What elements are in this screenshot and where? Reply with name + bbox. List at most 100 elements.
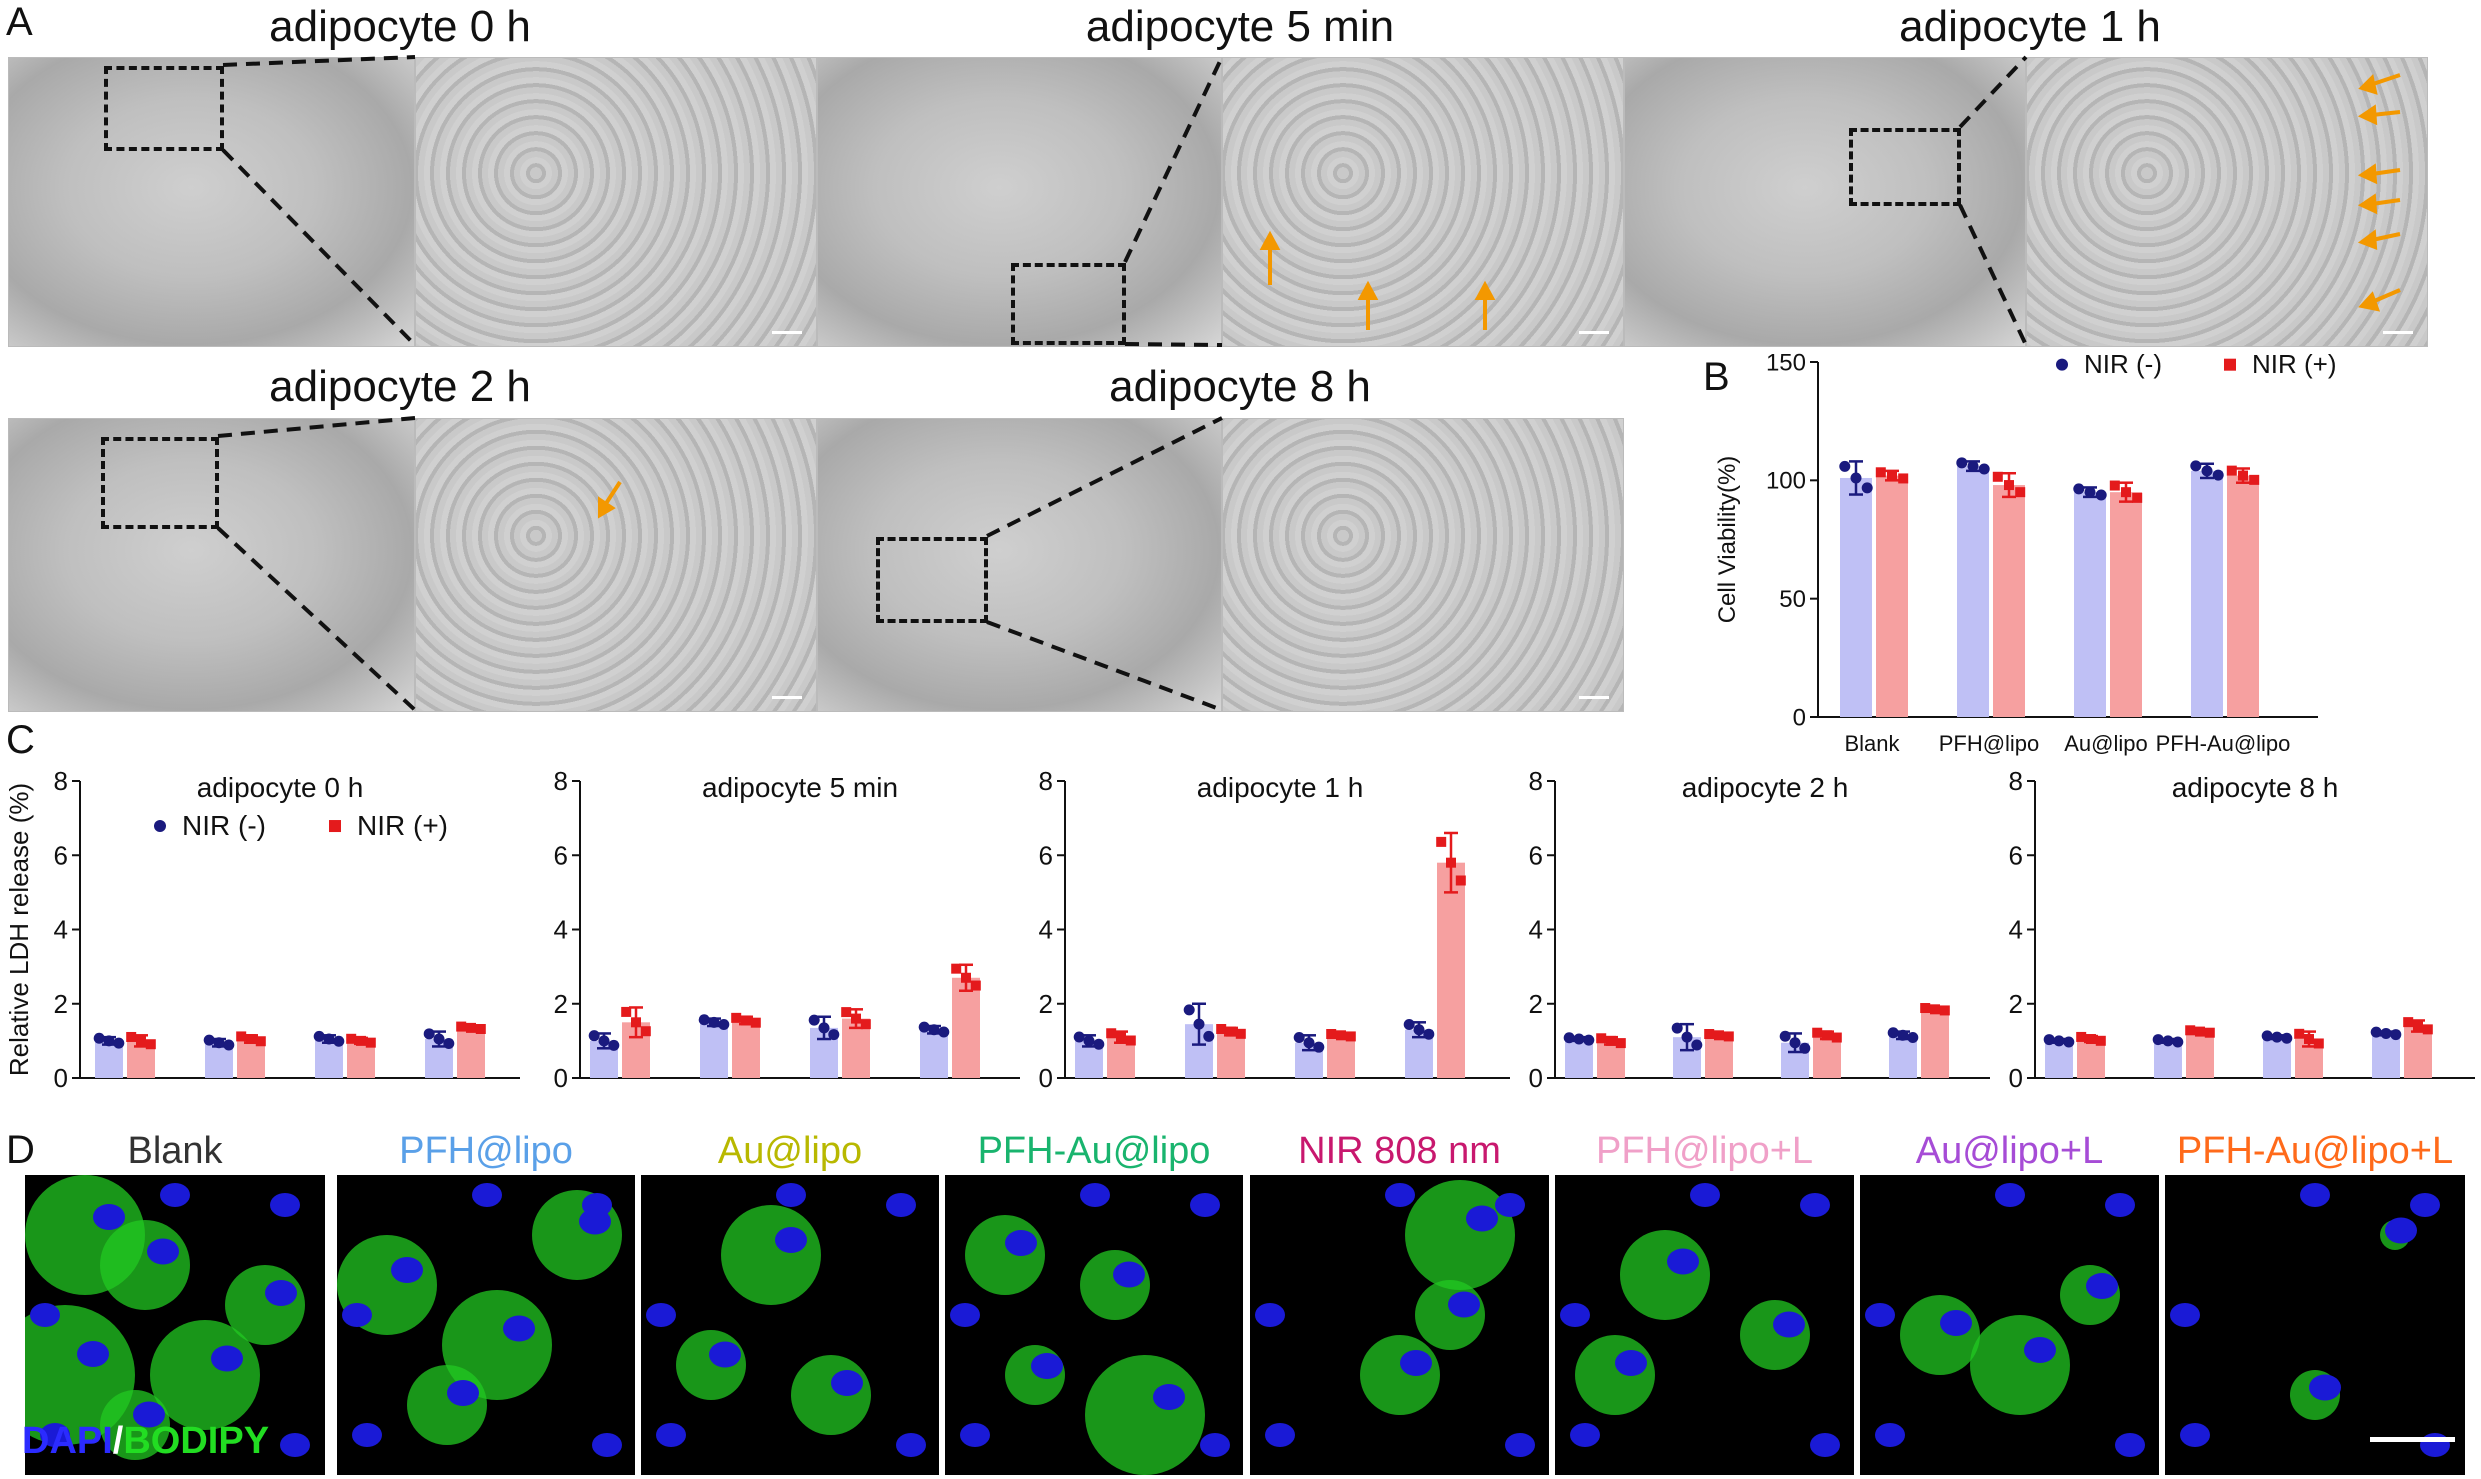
data-point	[1691, 1039, 1703, 1051]
data-point	[1714, 1030, 1724, 1041]
x-tick-label: PFH-Au@lipo	[2156, 731, 2291, 756]
nucleus	[342, 1303, 372, 1327]
x-tick-label: PFH@lipo	[1651, 1092, 1752, 1095]
data-point	[1563, 1032, 1575, 1044]
data-point	[1839, 460, 1851, 472]
data-point	[2201, 465, 2213, 477]
data-point	[1930, 1004, 1940, 1015]
data-point	[2162, 1035, 2174, 1047]
legend-label-neg: NIR (-)	[182, 810, 266, 841]
nucleus	[776, 1183, 806, 1207]
nucleus	[1080, 1183, 1110, 1207]
nucleus	[1940, 1310, 1972, 1336]
data-point	[1812, 1027, 1823, 1038]
data-point	[1779, 1030, 1791, 1042]
data-point	[126, 1031, 137, 1042]
x-tick-label: Au@lipo	[1767, 1092, 1851, 1095]
connector-line	[217, 416, 416, 438]
confocal-label-3: PFH-Au@lipo	[977, 1130, 1211, 1172]
bar	[2186, 1031, 2214, 1078]
y-tick-label: 4	[1039, 915, 1053, 945]
data-point	[1073, 1031, 1085, 1043]
data-point	[423, 1028, 435, 1040]
data-point	[113, 1037, 125, 1049]
confocal-label-6: Au@lipo+L	[1915, 1130, 2104, 1172]
data-point	[640, 1026, 651, 1037]
bar	[1840, 477, 1872, 717]
data-point	[2261, 1030, 2273, 1042]
data-point	[2084, 486, 2096, 498]
nucleus	[1615, 1350, 1647, 1376]
confocal-cells	[1560, 1183, 1840, 1457]
y-tick-label: 2	[1529, 989, 1543, 1019]
lipid-droplet-cluster	[1405, 1180, 1515, 1290]
y-tick-label: 6	[1529, 840, 1543, 870]
lipid-droplet-cluster	[1415, 1280, 1485, 1350]
y-tick-label: 100	[1766, 468, 1806, 495]
y-tick-label: 6	[1039, 840, 1053, 870]
data-point	[1093, 1038, 1105, 1050]
bar	[920, 1029, 948, 1078]
y-tick-label: 0	[1529, 1063, 1543, 1093]
lipid-droplet-cluster	[1740, 1300, 1810, 1370]
y-tick-label: 0	[2009, 1063, 2023, 1093]
data-point	[1887, 470, 1897, 481]
nucleus	[280, 1433, 310, 1457]
y-tick-label: 4	[554, 915, 568, 945]
chart-title: adipocyte 0 h	[197, 772, 364, 803]
data-point	[1615, 1038, 1626, 1049]
bar	[2110, 492, 2142, 717]
confocal-image-4	[1250, 1175, 1549, 1475]
bar	[1876, 475, 1908, 717]
nucleus	[775, 1227, 807, 1253]
confocal-cells	[646, 1183, 926, 1457]
nucleus	[2385, 1217, 2417, 1244]
data-point	[860, 1019, 871, 1030]
bodipy-label: BODIPY	[123, 1420, 270, 1462]
nucleus	[1385, 1183, 1415, 1207]
data-point	[2190, 460, 2202, 472]
nucleus	[582, 1193, 612, 1217]
nucleus	[1667, 1248, 1699, 1275]
data-point	[1203, 1030, 1215, 1042]
y-tick-label: 2	[1039, 989, 1053, 1019]
data-point	[1413, 1024, 1425, 1036]
nucleus	[1005, 1230, 1037, 1256]
data-point	[2121, 487, 2131, 498]
confocal-image-3	[945, 1175, 1243, 1475]
data-point	[2043, 1034, 2055, 1046]
data-point	[2238, 470, 2248, 481]
data-point	[1116, 1032, 1126, 1043]
data-point	[1850, 472, 1862, 484]
nucleus	[447, 1380, 479, 1406]
data-point	[928, 1024, 940, 1036]
data-point	[356, 1035, 366, 1046]
lipid-droplet-cluster	[1575, 1335, 1655, 1415]
confocal-cells	[337, 1183, 622, 1457]
lipid-droplet-cluster	[1360, 1335, 1440, 1415]
bar	[2191, 470, 2223, 717]
data-point	[2403, 1017, 2414, 1028]
y-tick-label: 6	[54, 840, 68, 870]
data-point	[1183, 1004, 1195, 1016]
nucleus	[2410, 1193, 2440, 1217]
tem-image-5min-zoom	[1222, 57, 1624, 347]
data-point	[2063, 1036, 2075, 1048]
confocal-image-0	[25, 1175, 325, 1475]
data-point	[145, 1039, 156, 1050]
panel-label-a: A	[6, 0, 33, 44]
data-point	[961, 972, 971, 983]
nucleus	[1570, 1423, 1600, 1447]
lipid-droplet-cluster	[676, 1330, 746, 1400]
data-point	[741, 1015, 751, 1026]
x-tick-label: Au@lipo	[2064, 731, 2148, 756]
nucleus	[211, 1345, 243, 1372]
data-point	[443, 1037, 455, 1049]
x-tick-label: PFH-Au@lipo	[1850, 1092, 1985, 1095]
data-point	[2304, 1034, 2314, 1045]
confocal-image-5	[1555, 1175, 1854, 1475]
confocal-label-4: NIR 808 nm	[1298, 1130, 1501, 1172]
x-tick-label: Blank	[2045, 1092, 2101, 1095]
